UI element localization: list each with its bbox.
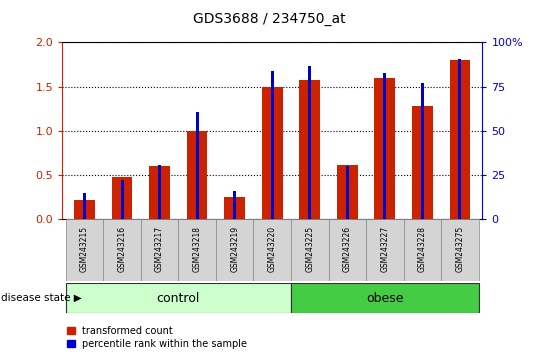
- Bar: [103, 219, 141, 281]
- Text: GSM243227: GSM243227: [381, 226, 389, 272]
- Text: GSM243228: GSM243228: [418, 226, 427, 272]
- Bar: [458, 59, 461, 219]
- Bar: [299, 80, 320, 219]
- Bar: [308, 67, 311, 219]
- Bar: [404, 219, 441, 281]
- Bar: [346, 166, 349, 219]
- Text: disease state ▶: disease state ▶: [1, 293, 82, 303]
- Bar: [328, 219, 366, 281]
- Bar: [216, 219, 253, 281]
- Text: GSM243215: GSM243215: [80, 226, 89, 272]
- Bar: [149, 166, 170, 219]
- Text: GDS3688 / 234750_at: GDS3688 / 234750_at: [193, 12, 346, 27]
- Text: GSM243216: GSM243216: [118, 226, 127, 272]
- Text: GSM243219: GSM243219: [230, 226, 239, 272]
- Bar: [421, 83, 424, 219]
- Bar: [187, 131, 208, 219]
- Text: GSM243226: GSM243226: [343, 226, 352, 272]
- Bar: [375, 78, 395, 219]
- Bar: [450, 60, 470, 219]
- Bar: [233, 191, 236, 219]
- Bar: [66, 283, 291, 313]
- Bar: [366, 219, 404, 281]
- Bar: [83, 193, 86, 219]
- Text: obese: obese: [366, 292, 404, 305]
- Bar: [291, 283, 479, 313]
- Bar: [74, 200, 95, 219]
- Text: GSM243225: GSM243225: [305, 226, 314, 272]
- Bar: [112, 177, 133, 219]
- Bar: [412, 106, 433, 219]
- Bar: [66, 219, 103, 281]
- Legend: transformed count, percentile rank within the sample: transformed count, percentile rank withi…: [67, 326, 247, 349]
- Bar: [253, 219, 291, 281]
- Bar: [158, 165, 161, 219]
- Bar: [178, 219, 216, 281]
- Bar: [441, 219, 479, 281]
- Bar: [141, 219, 178, 281]
- Text: GSM243218: GSM243218: [192, 226, 202, 272]
- Bar: [291, 219, 328, 281]
- Text: control: control: [157, 292, 200, 305]
- Bar: [224, 198, 245, 219]
- Text: GSM243275: GSM243275: [455, 226, 465, 272]
- Text: GSM243220: GSM243220: [268, 226, 277, 272]
- Text: GSM243217: GSM243217: [155, 226, 164, 272]
- Bar: [121, 180, 123, 219]
- Bar: [383, 74, 386, 219]
- Bar: [271, 71, 274, 219]
- Bar: [262, 87, 282, 219]
- Bar: [337, 165, 357, 219]
- Bar: [196, 112, 198, 219]
